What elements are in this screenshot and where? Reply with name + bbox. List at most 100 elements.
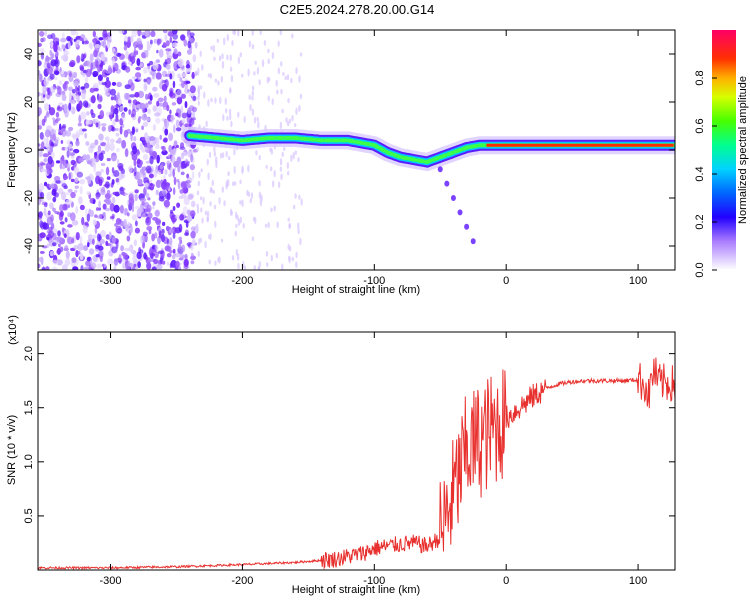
spectrogram-noise-point	[99, 255, 103, 263]
spectrogram-noise-point	[159, 134, 163, 140]
spectrogram-noise-point	[139, 142, 144, 151]
spectrogram-noise-point	[286, 74, 290, 81]
spectrogram-noise-point	[76, 171, 84, 178]
spectrogram-noise-point	[259, 198, 263, 207]
spectrogram-noise-point	[95, 194, 100, 200]
snr-x-tick-label: -300	[100, 575, 122, 587]
spectrogram-noise-point	[125, 66, 131, 73]
spectrogram-noise-point	[94, 152, 97, 159]
spectrogram-noise-point	[226, 33, 230, 42]
spectrogram-noise-point	[180, 160, 185, 170]
spectrogram-noise-point	[256, 116, 259, 122]
spectrogram-noise-point	[97, 66, 101, 73]
spectrogram-noise-point	[209, 186, 213, 194]
spectrogram-noise-point	[42, 266, 46, 270]
spectrogram-noise-point	[64, 109, 69, 118]
spectrogram-noise-point	[183, 258, 189, 267]
spectrogram-noise-point	[286, 121, 290, 127]
spectrogram-noise-point	[68, 102, 72, 111]
spectrogram-noise-point	[152, 124, 157, 131]
spectrogram-noise-point	[277, 40, 280, 47]
spectrogram-y-label: Frequency (Hz)	[6, 112, 18, 188]
snr-x-ticks: -300 -200 -100 0 100	[100, 332, 647, 587]
spectrogram-noise-point	[63, 103, 68, 112]
spectrogram-noise-point	[84, 76, 89, 83]
spectrogram-noise-point	[258, 79, 261, 86]
spectrogram-noise-point	[129, 82, 135, 91]
spectrogram-noise-point	[163, 199, 171, 208]
spectrogram-noise-point	[159, 164, 164, 170]
spectrogram-noise-point	[173, 48, 178, 55]
spectrogram-noise-point	[113, 107, 119, 115]
spectrogram-noise-point	[161, 181, 167, 190]
spectrogram-noise-point	[140, 235, 145, 244]
spectrogram-noise-point	[180, 34, 186, 41]
spectrogram-noise-point	[39, 30, 45, 37]
spectrogram-noise-point	[121, 139, 127, 149]
spectrogram-noise-point	[146, 142, 151, 148]
snr-frame	[37, 331, 676, 571]
spectrogram-noise-point	[143, 182, 150, 187]
spectrogram-noise-point	[209, 201, 212, 207]
colorbar-tick-label: 0.8	[694, 70, 706, 85]
spectrogram-noise-point	[170, 116, 176, 121]
spectrogram-noise-point	[149, 146, 153, 154]
spectrogram-noise-point	[54, 175, 61, 182]
spectrogram-noise-point	[60, 191, 67, 201]
spectrogram-noise-point	[79, 66, 85, 71]
spectrogram-noise-point	[68, 172, 71, 180]
spectrogram-noise-point	[149, 155, 154, 165]
spectrogram-noise-point	[285, 117, 288, 123]
spectrogram-noise-point	[199, 85, 203, 90]
spectrogram-noise-point	[42, 153, 50, 158]
spectrogram-noise-point	[71, 237, 75, 244]
spectrogram-noise-point	[251, 90, 255, 97]
spectrogram-noise-point	[138, 116, 142, 120]
spectrogram-noise-point	[164, 128, 169, 136]
spectrogram-noise-point	[73, 148, 80, 154]
spectrogram-noise-point	[199, 237, 203, 243]
spectrogram-noise-point	[131, 214, 138, 221]
snr-series-line	[38, 357, 675, 570]
spectrogram-noise-point	[251, 108, 255, 116]
spectrogram-noise-point	[243, 115, 246, 124]
spectrogram-noise-point	[47, 210, 51, 216]
spectrogram-noise-point	[158, 230, 162, 239]
spectrogram-noise-point	[112, 191, 118, 196]
spectrogram-noise-point	[100, 53, 106, 62]
spectrogram-noise-point	[143, 78, 147, 83]
spectrogram-noise-point	[89, 209, 94, 218]
spectrogram-noise-point	[46, 148, 50, 152]
spectrogram-noise-point	[57, 247, 61, 256]
spectrogram-noise-point	[281, 151, 284, 157]
spectrogram-noise-point	[79, 185, 83, 195]
spectrogram-noise-point	[220, 75, 224, 83]
spectrogram-noise-point	[101, 186, 106, 193]
spectrogram-noise-point	[86, 160, 92, 165]
spectrogram-noise-point	[287, 243, 290, 251]
spectrogram-noise-point	[109, 231, 112, 239]
spectrogram-noise-point	[50, 214, 54, 223]
spectrogram-noise-point	[53, 37, 60, 44]
spectrogram-noise-point	[172, 205, 176, 212]
spectrogram-noise-point	[54, 119, 59, 124]
spectrogram-noise-point	[205, 120, 208, 128]
spectrogram-noise-point	[73, 219, 77, 226]
spectrogram-noise-point	[59, 204, 64, 213]
spectrogram-noise-point	[178, 223, 183, 233]
spectrogram-noise-point	[299, 52, 303, 57]
spectrogram-noise-point	[177, 180, 181, 190]
spectrogram-noise-point	[214, 220, 217, 228]
spectrogram-noise-point	[111, 81, 117, 86]
spectrogram-noise-point	[85, 68, 92, 78]
spectrogram-noise-point	[81, 73, 86, 78]
spectrogram-noise-point	[198, 171, 201, 178]
spectrogram-noise-point	[297, 222, 300, 230]
spectrogram-noise-point	[175, 214, 180, 220]
spectrogram-noise-point	[154, 112, 161, 117]
spectrogram-noise-point	[91, 234, 98, 239]
spectrogram-noise-point	[177, 73, 181, 79]
spectrogram-noise-point	[196, 203, 199, 209]
spectrogram-noise-point	[105, 200, 112, 206]
spectrogram-noise-point	[229, 66, 233, 72]
